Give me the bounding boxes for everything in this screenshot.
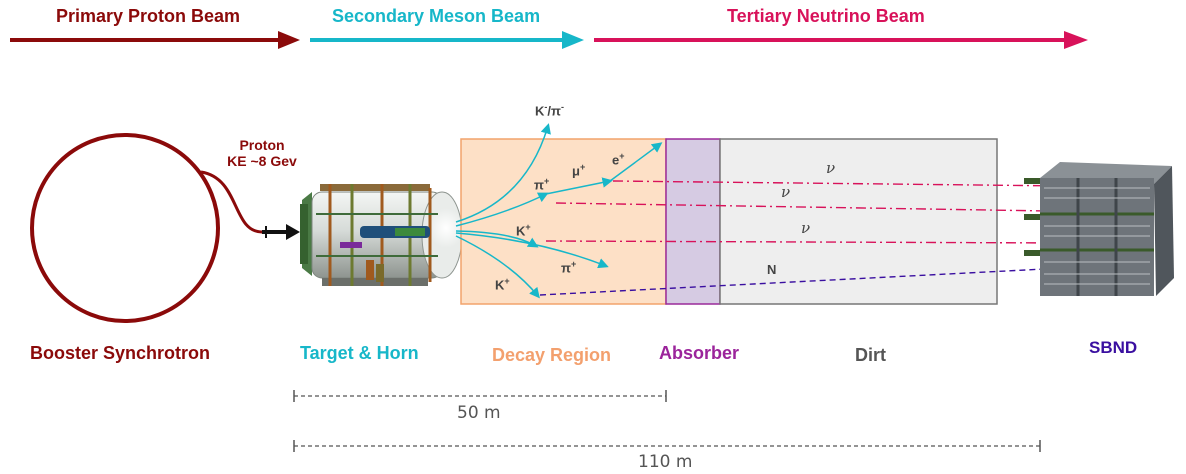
neutrino-line-2	[555, 202, 1113, 217]
proton-transfer-line	[200, 170, 263, 234]
distance-scale-110m	[293, 440, 1041, 452]
target-horn-icon	[300, 184, 464, 286]
neutrino-line-3	[545, 238, 1071, 248]
sbnd-detector-icon	[1024, 162, 1174, 296]
meson-track-k-plus-low	[455, 235, 540, 299]
distance-label-110m: 110 m	[638, 452, 693, 472]
particle-label-pi-plus: π+	[534, 176, 550, 193]
particle-label-e-plus: e+	[612, 151, 625, 168]
distance-label-50m: 50 m	[457, 403, 501, 423]
particle-label-n: N	[767, 262, 777, 277]
region-label-target: Target & Horn	[300, 343, 419, 363]
booster-ring	[30, 133, 220, 323]
particle-label-mu-plus: μ+	[572, 162, 586, 179]
tertiary-beam-title: Tertiary Neutrino Beam	[727, 6, 925, 26]
neutrino-label-2: ν	[781, 183, 791, 201]
positron-track	[609, 142, 663, 182]
region-label-absorber: Absorber	[659, 343, 740, 363]
muon-track	[545, 177, 613, 195]
neutrino-label-1: ν	[826, 159, 836, 177]
decay-region-box	[460, 138, 667, 305]
particle-label-k-pi-minus: K-/π-	[535, 102, 564, 119]
proton-injection-arrow	[262, 224, 300, 240]
secondary-beam-arrow	[310, 31, 584, 49]
primary-beam-title: Primary Proton Beam	[56, 6, 241, 26]
region-label-sbnd: SBND	[1089, 338, 1138, 357]
meson-track-pi-plus	[455, 192, 549, 227]
proton-label-line2: KE ~8 Gev	[227, 153, 297, 169]
particle-label-pi-plus-low: π+	[561, 259, 577, 276]
neutrino-line-1	[612, 180, 1071, 191]
particle-label-k-plus: K+	[516, 222, 531, 239]
secondary-beam-title: Secondary Meson Beam	[332, 6, 541, 26]
meson-track-k-minus	[455, 123, 551, 223]
neutrino-label-3: ν	[801, 219, 811, 237]
proton-label: Proton KE ~8 Gev	[222, 137, 302, 169]
region-label-dirt: Dirt	[855, 345, 886, 365]
heavy-neutral-lepton-line	[539, 263, 1067, 296]
dirt-box	[719, 138, 998, 305]
distance-scale-50m	[293, 390, 667, 402]
particle-label-k-plus-low: K+	[495, 276, 510, 293]
region-label-booster: Booster Synchrotron	[30, 343, 211, 363]
meson-track-pi-plus-low	[455, 232, 609, 269]
proton-label-line1: Proton	[239, 137, 285, 153]
tertiary-beam-arrow	[594, 31, 1088, 49]
absorber-box	[665, 138, 721, 305]
primary-beam-arrow	[10, 31, 300, 49]
region-label-decay: Decay Region	[492, 345, 612, 365]
